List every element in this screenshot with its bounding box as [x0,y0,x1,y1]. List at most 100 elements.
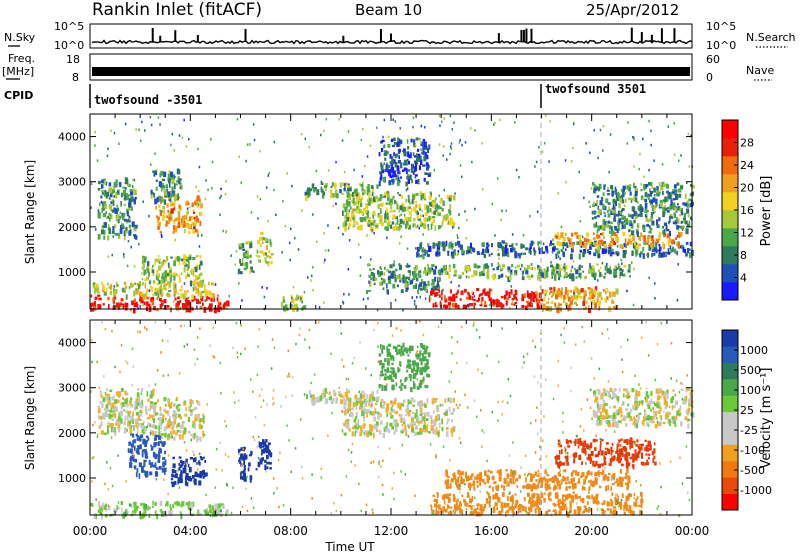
power-cell [167,262,170,268]
power-cell [676,299,679,302]
power-cell [602,203,605,210]
power-cell [406,223,409,228]
velocity-cell [557,439,561,443]
power-cell [597,253,601,259]
power-cell [529,251,532,255]
power-cell [523,293,526,299]
power-cell [651,186,653,189]
power-cell [379,197,382,202]
velocity-cell [346,420,349,427]
power-cell [556,270,558,274]
power-cell [292,285,295,289]
power-cell [121,212,125,218]
power-cell [647,236,650,243]
velocity-cell [596,501,600,504]
velocity-cell [126,415,129,421]
power-cell [388,270,391,274]
velocity-cell [361,410,364,417]
power-cell [481,273,485,276]
power-cell [98,213,101,219]
power-cell [168,216,172,220]
velocity-cell [363,425,366,429]
velocity-cell [538,493,540,498]
power-cell [169,281,171,288]
power-cell [449,210,452,216]
power-cell [621,224,625,229]
velocity-cell [123,431,127,434]
power-cell [449,203,452,210]
velocity-cell [444,480,447,485]
power-cell [103,191,106,197]
velocity-cell [240,471,244,474]
velocity-cell [420,415,424,422]
power-cell [249,243,253,249]
power-cell [596,195,600,198]
velocity-cell [148,513,151,518]
velocity-cell [117,507,120,510]
power-cell [431,264,435,267]
power-cell [369,198,372,202]
velocity-cell [436,492,439,498]
velocity-cell [527,472,531,476]
power-cell [408,169,410,172]
power-cell [610,225,613,229]
power-cell [649,217,652,222]
power-cell [181,218,184,225]
power-cell [646,210,649,213]
velocity-cell [167,420,170,427]
velocity-cell [196,462,198,465]
velocity-cell [352,426,355,430]
power-cell [267,261,270,265]
velocity-cell [395,410,399,414]
power-cell [623,243,626,248]
power-cell [382,287,385,290]
power-cell [507,276,511,283]
velocity-cell [173,481,177,485]
power-cell [660,185,664,191]
velocity-cell [454,504,456,510]
velocity-cell [178,467,181,471]
power-cell [629,241,633,245]
power-cell [110,200,113,204]
velocity-cell [411,418,414,422]
velocity-cell [151,394,155,397]
velocity-cell [371,391,374,398]
power-cell [394,120,397,123]
power-cell [434,265,437,270]
power-cell [453,121,455,124]
power-cell [473,303,475,310]
power-cell [614,265,617,270]
power-cell [439,300,442,306]
power-cell [417,289,419,295]
power-cell [341,192,344,195]
velocity-cell [433,424,436,428]
power-cell [624,215,626,219]
power-cell [331,182,334,187]
power-cell [384,157,387,161]
power-cell [607,249,610,255]
power-cell [563,269,566,272]
velocity-cell [132,411,134,416]
power-cell [173,219,176,224]
velocity-cell [563,469,567,473]
velocity-cell [112,427,115,432]
power-cell [107,296,110,301]
power-cell [178,134,181,137]
velocity-cell [354,416,357,419]
power-cell [551,243,555,245]
power-cell [186,299,190,305]
power-cell [497,265,499,270]
power-cell [604,290,607,295]
power-cell [648,225,651,229]
power-cell [160,233,163,237]
velocity-cell [472,480,476,486]
power-cell [304,137,306,141]
power-cell [146,288,148,292]
velocity-cell [400,402,402,408]
power-cell [537,305,541,309]
power-cell [473,295,476,298]
velocity-cell [132,433,135,438]
power-cell [481,142,483,145]
velocity-cell [589,442,593,449]
power-cell [109,194,113,198]
